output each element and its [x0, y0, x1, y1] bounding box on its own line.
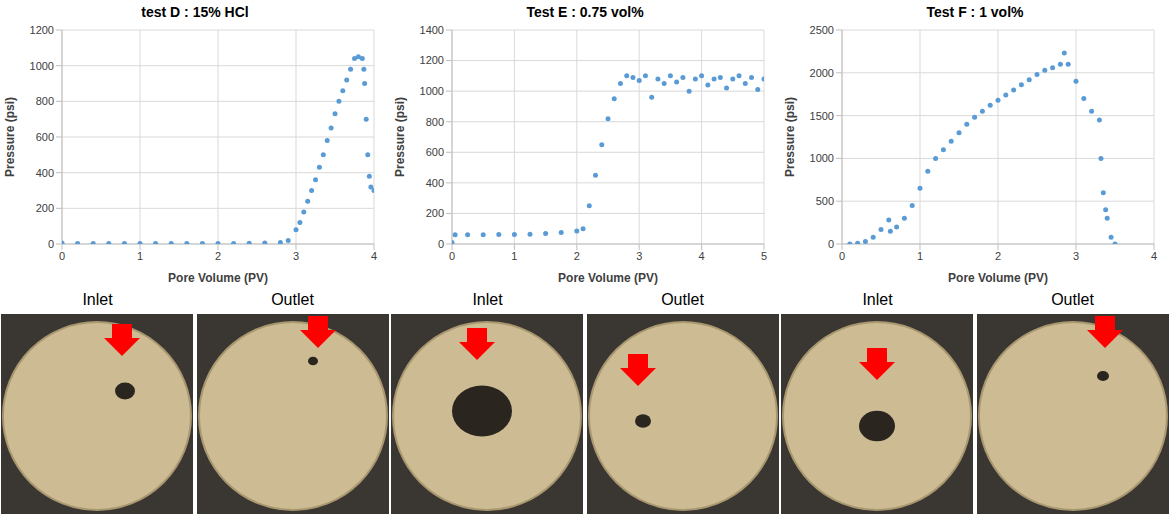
- svg-text:400: 400: [426, 177, 444, 189]
- svg-text:Pore Volume (PV): Pore Volume (PV): [558, 271, 658, 285]
- svg-text:Pressure (psi): Pressure (psi): [783, 97, 797, 177]
- svg-text:0: 0: [48, 238, 54, 250]
- svg-text:600: 600: [426, 146, 444, 158]
- svg-text:0: 0: [59, 250, 65, 262]
- html-text:Test F : 1 vol%: Test F : 1 vol%: [926, 4, 1024, 20]
- svg-text:Pore Volume (PV): Pore Volume (PV): [948, 271, 1048, 285]
- svg-text:200: 200: [426, 207, 444, 219]
- svg-text:Pressure (psi): Pressure (psi): [3, 97, 17, 177]
- svg-text:Pore Volume (PV): Pore Volume (PV): [168, 271, 268, 285]
- svg-text:600: 600: [36, 131, 54, 143]
- svg-text:1: 1: [511, 250, 517, 262]
- svg-text:3: 3: [636, 250, 642, 262]
- svg-text:1: 1: [917, 250, 923, 262]
- svg-text:3: 3: [293, 250, 299, 262]
- svg-text:4: 4: [1151, 250, 1157, 262]
- svg-text:200: 200: [36, 202, 54, 214]
- html-text:Inlet: Inlet: [472, 291, 503, 308]
- svg-text:4: 4: [699, 250, 705, 262]
- svg-text:5: 5: [761, 250, 767, 262]
- svg-text:1: 1: [137, 250, 143, 262]
- svg-text:1400: 1400: [420, 24, 444, 36]
- svg-text:0: 0: [839, 250, 845, 262]
- svg-text:800: 800: [36, 95, 54, 107]
- svg-text:1500: 1500: [810, 110, 834, 122]
- svg-text:Pressure (psi): Pressure (psi): [393, 97, 407, 177]
- svg-text:0: 0: [449, 250, 455, 262]
- svg-text:1000: 1000: [30, 60, 54, 72]
- html-text:Outlet: Outlet: [661, 291, 704, 308]
- svg-text:400: 400: [36, 167, 54, 179]
- html-text:Outlet: Outlet: [1051, 291, 1094, 308]
- svg-text:1200: 1200: [420, 54, 444, 66]
- svg-text:2000: 2000: [810, 67, 834, 79]
- svg-text:0: 0: [438, 238, 444, 250]
- html-text:Outlet: Outlet: [271, 291, 314, 308]
- svg-text:1000: 1000: [420, 85, 444, 97]
- svg-text:800: 800: [426, 116, 444, 128]
- html-text:Inlet: Inlet: [862, 291, 893, 308]
- svg-text:2: 2: [995, 250, 1001, 262]
- svg-text:3: 3: [1073, 250, 1079, 262]
- svg-text:4: 4: [371, 250, 377, 262]
- svg-text:1000: 1000: [810, 152, 834, 164]
- svg-text:2: 2: [574, 250, 580, 262]
- svg-text:500: 500: [816, 195, 834, 207]
- html-text:Inlet: Inlet: [82, 291, 113, 308]
- html-text:Test E : 0.75 vol%: Test E : 0.75 vol%: [526, 4, 644, 20]
- svg-text:2500: 2500: [810, 24, 834, 36]
- html-text:test D : 15% HCl: test D : 15% HCl: [141, 4, 249, 20]
- svg-text:0: 0: [828, 238, 834, 250]
- svg-text:1200: 1200: [30, 24, 54, 36]
- svg-text:2: 2: [215, 250, 221, 262]
